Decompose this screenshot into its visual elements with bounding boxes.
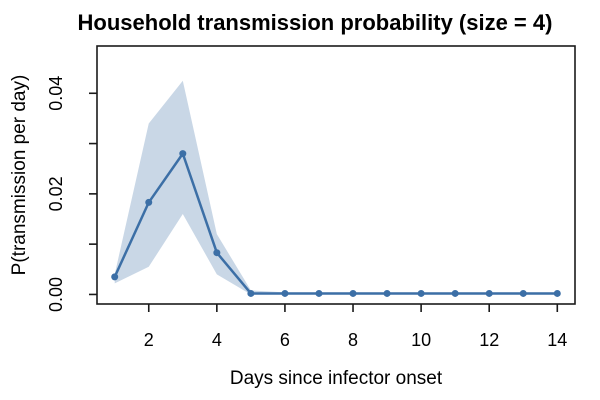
transmission-line <box>113 152 559 295</box>
data-point <box>417 289 425 297</box>
data-point <box>519 289 527 297</box>
data-point <box>213 249 221 257</box>
data-point <box>553 289 561 297</box>
x-tick-label: 14 <box>547 330 567 350</box>
x-tick-label: 10 <box>411 330 431 350</box>
y-tick-label: 0.04 <box>46 76 66 111</box>
data-point <box>281 289 289 297</box>
x-tick-label: 6 <box>280 330 290 350</box>
data-point <box>315 289 323 297</box>
x-tick-label: 8 <box>348 330 358 350</box>
data-point <box>145 198 153 206</box>
data-point <box>111 273 119 281</box>
plot-box <box>96 45 576 305</box>
x-axis-title: Days since infector onset <box>229 368 443 389</box>
data-point <box>349 289 357 297</box>
x-tick-label: 12 <box>479 330 499 350</box>
data-point <box>179 150 187 158</box>
confidence-band <box>114 80 558 295</box>
x-tick-label: 2 <box>144 330 154 350</box>
y-axis-title-text: P(transmission per day) <box>9 74 30 276</box>
x-tick-label: 4 <box>212 330 222 350</box>
data-point <box>247 289 255 297</box>
y-tick-label: 0.02 <box>46 176 66 211</box>
data-point <box>383 289 391 297</box>
y-tick-label: 0.00 <box>46 277 66 312</box>
data-point <box>451 289 459 297</box>
data-point <box>485 289 493 297</box>
chart-title: Household transmission probability (size… <box>77 10 553 35</box>
